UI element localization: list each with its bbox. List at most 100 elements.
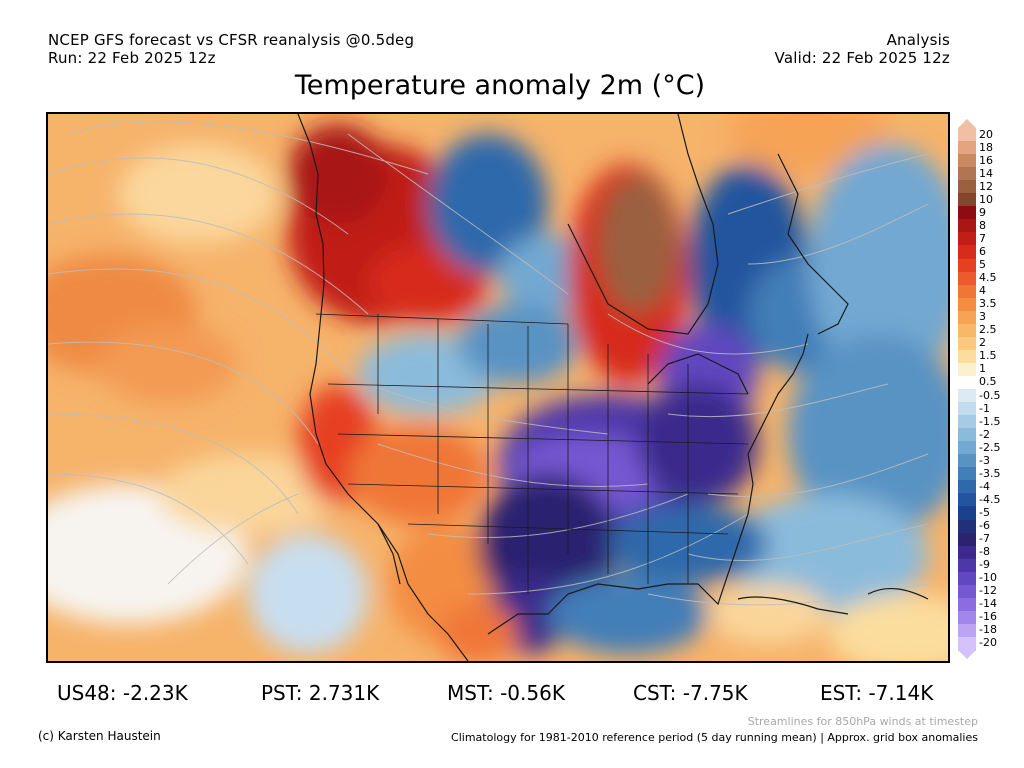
- colorbar-label: -2.5: [979, 440, 1001, 454]
- colorbar-label: -5: [979, 505, 990, 519]
- colorbar: [958, 119, 976, 659]
- colorbar-swatch: [958, 532, 976, 547]
- colorbar-label: -20: [979, 636, 997, 650]
- colorbar-label: -4: [979, 479, 990, 493]
- credit: (c) Karsten Haustein: [38, 729, 161, 743]
- colorbar-label: 12: [979, 179, 993, 193]
- map-canvas: [48, 114, 948, 661]
- colorbar-swatch: [958, 349, 976, 364]
- stat-us48: US48: -2.23K: [57, 681, 188, 705]
- climatology-note: Climatology for 1981-2010 reference peri…: [451, 731, 978, 744]
- colorbar-swatch: [958, 571, 976, 586]
- colorbar-swatch: [958, 154, 976, 168]
- colorbar-swatch: [958, 375, 976, 390]
- colorbar-swatch: [958, 402, 976, 416]
- valid-time: Valid: 22 Feb 2025 12z: [774, 49, 950, 67]
- colorbar-swatch: [958, 519, 976, 534]
- colorbar-label: -16: [979, 610, 997, 624]
- colorbar-swatch: [958, 167, 976, 181]
- colorbar-swatch: [958, 258, 976, 273]
- run-info: NCEP GFS forecast vs CFSR reanalysis @0.…: [48, 31, 414, 67]
- colorbar-swatch: [958, 558, 976, 573]
- colorbar-label: -0.5: [979, 388, 1001, 402]
- colorbar-label: -7: [979, 532, 990, 546]
- colorbar-swatch: [958, 336, 976, 351]
- run-time: Run: 22 Feb 2025 12z: [48, 49, 216, 67]
- analysis-label: Analysis: [886, 31, 950, 49]
- colorbar-label: -14: [979, 597, 997, 611]
- colorbar-swatch: [958, 323, 976, 338]
- colorbar-swatch: [958, 284, 976, 299]
- colorbar-swatch: [958, 389, 976, 403]
- colorbar-label: 3: [979, 310, 986, 324]
- colorbar-swatch: [958, 180, 976, 194]
- colorbar-label: 14: [979, 166, 993, 180]
- stat-mst: MST: -0.56K: [447, 681, 565, 705]
- colorbar-swatch: [958, 362, 976, 377]
- stat-pst: PST: 2.731K: [261, 681, 380, 705]
- colorbar-label: 1.5: [979, 349, 997, 363]
- colorbar-swatch: [958, 128, 976, 142]
- colorbar-label: 16: [979, 153, 993, 167]
- colorbar-swatch: [958, 141, 976, 155]
- valid-info: Analysis Valid: 22 Feb 2025 12z: [775, 31, 950, 67]
- colorbar-label: 5: [979, 258, 986, 272]
- colorbar-label: -18: [979, 623, 997, 637]
- colorbar-swatch: [958, 310, 976, 325]
- colorbar-swatch: [958, 415, 976, 429]
- colorbar-swatch: [958, 545, 976, 560]
- colorbar-label: 3.5: [979, 297, 997, 311]
- colorbar-swatch: [958, 428, 976, 442]
- colorbar-label: 2: [979, 336, 986, 350]
- colorbar-swatch: [958, 219, 976, 233]
- colorbar-swatch: [958, 232, 976, 247]
- colorbar-label: -2: [979, 427, 990, 441]
- colorbar-swatch: [958, 271, 976, 286]
- colorbar-swatch: [958, 206, 976, 220]
- colorbar-label: 20: [979, 127, 993, 141]
- colorbar-label: -6: [979, 519, 990, 533]
- map-title: Temperature anomaly 2m (°C): [294, 70, 706, 101]
- colorbar-label: -1.5: [979, 414, 1001, 428]
- colorbar-label: 18: [979, 140, 993, 154]
- colorbar-label: 1: [979, 362, 986, 376]
- colorbar-swatch: [958, 245, 976, 260]
- colorbar-label: -3: [979, 453, 990, 467]
- colorbar-label: 4.5: [979, 271, 997, 285]
- colorbar-bottom-arrow: [958, 650, 976, 659]
- colorbar-label: 10: [979, 192, 993, 206]
- colorbar-label: 7: [979, 231, 986, 245]
- colorbar-label: 4: [979, 284, 986, 298]
- state-borders: [315, 313, 749, 594]
- colorbar-swatch: [958, 623, 976, 638]
- anomaly-map: [46, 112, 950, 663]
- colorbar-label: 9: [979, 205, 986, 219]
- colorbar-swatch: [958, 193, 976, 207]
- colorbar-swatch: [958, 610, 976, 625]
- colorbar-label: -4.5: [979, 492, 1001, 506]
- colorbar-label: -3.5: [979, 466, 1001, 480]
- colorbar-swatch: [958, 467, 976, 481]
- colorbar-swatch: [958, 584, 976, 599]
- coastlines: [297, 114, 929, 661]
- colorbar-label: -12: [979, 584, 997, 598]
- colorbar-label: -1: [979, 401, 990, 415]
- colorbar-label: -9: [979, 558, 990, 572]
- colorbar-label: -8: [979, 545, 990, 559]
- colorbar-label: -10: [979, 571, 997, 585]
- colorbar-swatch: [958, 493, 976, 508]
- stat-est: EST: -7.14K: [820, 681, 934, 705]
- colorbar-top-arrow: [958, 119, 976, 128]
- colorbar-label: 8: [979, 218, 986, 232]
- colorbar-swatch: [958, 297, 976, 312]
- model-description: NCEP GFS forecast vs CFSR reanalysis @0.…: [48, 31, 415, 49]
- colorbar-swatch: [958, 441, 976, 455]
- colorbar-swatch: [958, 454, 976, 468]
- streamline-note: Streamlines for 850hPa winds at timestep: [747, 715, 978, 728]
- stat-cst: CST: -7.75K: [633, 681, 748, 705]
- colorbar-swatch: [958, 597, 976, 612]
- colorbar-swatch: [958, 636, 976, 651]
- colorbar-label: 0.5: [979, 375, 997, 389]
- colorbar-swatch: [958, 480, 976, 494]
- colorbar-label: 2.5: [979, 323, 997, 337]
